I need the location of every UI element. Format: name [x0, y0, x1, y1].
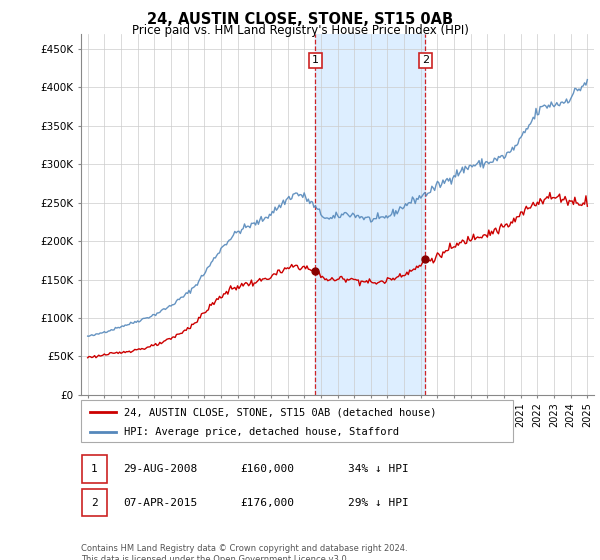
FancyBboxPatch shape: [82, 489, 107, 516]
Text: 2: 2: [422, 55, 429, 66]
Text: £176,000: £176,000: [240, 498, 294, 507]
Text: 24, AUSTIN CLOSE, STONE, ST15 0AB: 24, AUSTIN CLOSE, STONE, ST15 0AB: [147, 12, 453, 27]
Text: 24, AUSTIN CLOSE, STONE, ST15 0AB (detached house): 24, AUSTIN CLOSE, STONE, ST15 0AB (detac…: [124, 407, 437, 417]
FancyBboxPatch shape: [81, 400, 513, 442]
Bar: [315, 34, 425, 395]
Text: £160,000: £160,000: [240, 464, 294, 474]
Text: HPI: Average price, detached house, Stafford: HPI: Average price, detached house, Staf…: [124, 427, 399, 437]
FancyBboxPatch shape: [82, 455, 107, 483]
Text: 2: 2: [91, 498, 98, 507]
Text: 29-AUG-2008: 29-AUG-2008: [123, 464, 197, 474]
Text: Contains HM Land Registry data © Crown copyright and database right 2024.
This d: Contains HM Land Registry data © Crown c…: [81, 544, 407, 560]
Text: 29% ↓ HPI: 29% ↓ HPI: [348, 498, 409, 507]
Text: 34% ↓ HPI: 34% ↓ HPI: [348, 464, 409, 474]
Text: 07-APR-2015: 07-APR-2015: [123, 498, 197, 507]
Text: 1: 1: [312, 55, 319, 66]
Text: Price paid vs. HM Land Registry's House Price Index (HPI): Price paid vs. HM Land Registry's House …: [131, 24, 469, 37]
Text: 1: 1: [91, 464, 98, 474]
